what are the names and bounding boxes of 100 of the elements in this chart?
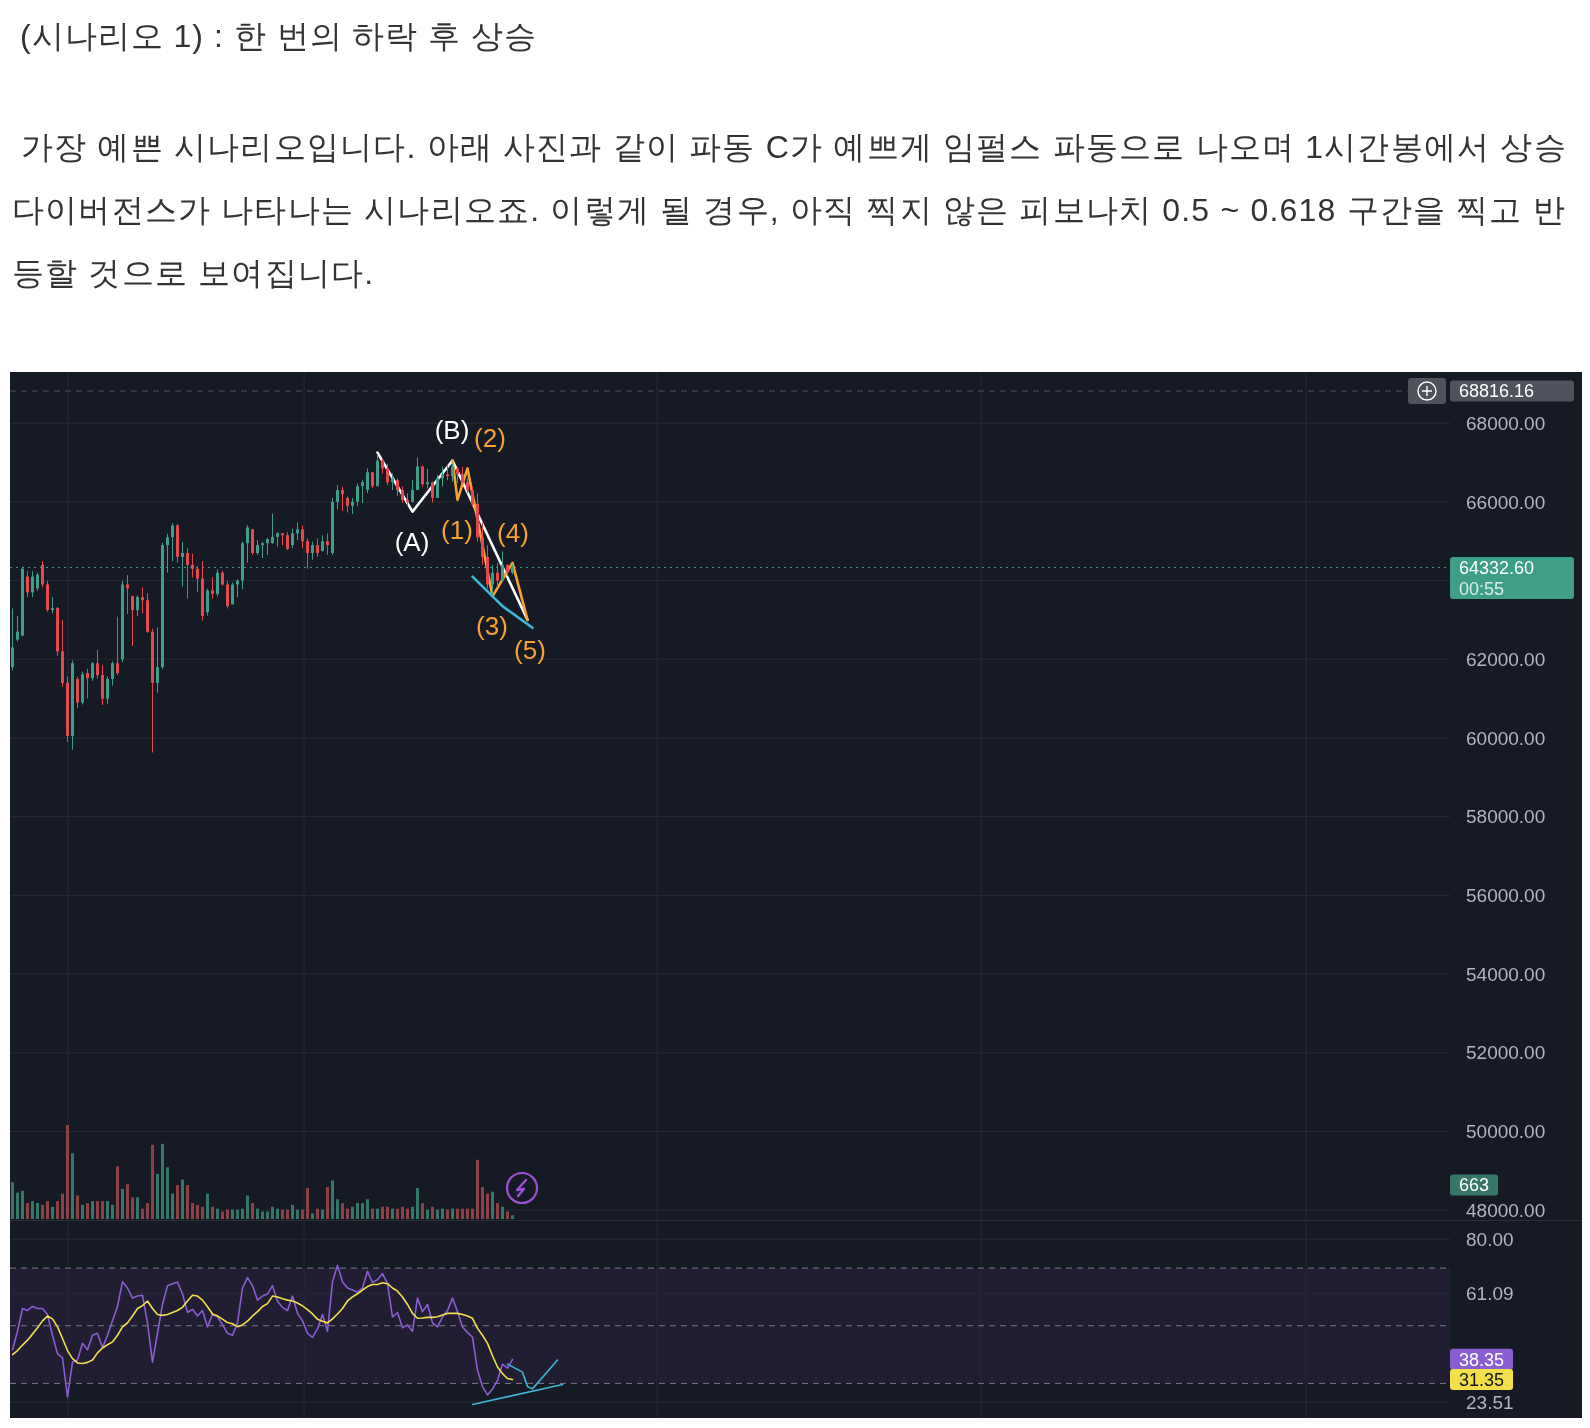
bar [141, 1208, 144, 1219]
bar [436, 1209, 439, 1219]
bar [341, 1203, 344, 1219]
chart-title: (시나리오 1) : 한 번의 하락 후 상승 [20, 17, 538, 56]
candlestick [31, 570, 34, 598]
candlestick [496, 562, 499, 588]
bar [86, 1203, 89, 1219]
candlestick [96, 649, 99, 680]
bar [131, 1197, 134, 1219]
bar [271, 1206, 274, 1219]
bar [316, 1208, 319, 1219]
bar [216, 1208, 219, 1219]
bar [11, 1182, 14, 1219]
annotation: (3) [476, 611, 508, 641]
bar [431, 1206, 434, 1219]
bar [116, 1166, 119, 1219]
bar [401, 1206, 404, 1219]
bar [51, 1206, 54, 1219]
bar [176, 1185, 179, 1219]
candlestick [341, 486, 344, 512]
candlestick [196, 565, 199, 593]
bar [346, 1208, 349, 1219]
candlestick [306, 537, 309, 570]
annotation: (1) [441, 515, 473, 545]
candlestick [11, 608, 14, 671]
annotation: (4) [497, 518, 529, 548]
bar [106, 1201, 109, 1219]
candlestick [111, 660, 114, 687]
candlestick [171, 522, 174, 562]
candlestick [76, 676, 79, 709]
bar [416, 1187, 419, 1219]
candlestick [211, 576, 214, 600]
bar [121, 1188, 124, 1219]
bar [491, 1191, 494, 1219]
bar [21, 1190, 24, 1219]
bar [96, 1201, 99, 1219]
bar [156, 1173, 159, 1219]
bar [281, 1209, 284, 1219]
bar [101, 1201, 104, 1219]
bar [511, 1215, 514, 1219]
bar [331, 1180, 334, 1219]
y-tick-label: 54000.00 [1466, 963, 1546, 985]
candlestick [301, 524, 304, 549]
ref-line-label: 68816.16 [1459, 381, 1535, 402]
candlestick [41, 560, 44, 588]
text: 38.35 [1459, 1349, 1505, 1370]
y-tick-label: 56000.00 [1466, 885, 1546, 907]
y-tick-label: 23.51 [1466, 1391, 1514, 1413]
candlestick [356, 482, 359, 507]
bar [31, 1201, 34, 1219]
candlestick [216, 569, 219, 597]
ref-line-label: 64332.60 [1459, 557, 1535, 578]
bar [231, 1209, 234, 1219]
bar [36, 1203, 39, 1219]
bar [91, 1201, 94, 1219]
y-tick-label: 68000.00 [1466, 412, 1546, 434]
bar [41, 1204, 44, 1219]
candlestick [206, 588, 209, 617]
bar [371, 1208, 374, 1219]
bar [181, 1179, 184, 1219]
bar [366, 1199, 369, 1219]
text: 663 [1459, 1175, 1490, 1196]
y-tick-label: 52000.00 [1466, 1042, 1546, 1064]
bar [246, 1195, 249, 1219]
candlestick [271, 513, 274, 545]
bar [361, 1203, 364, 1219]
bar [356, 1203, 359, 1219]
bar [191, 1203, 194, 1219]
bar [311, 1213, 314, 1219]
bar [336, 1199, 339, 1219]
y-tick-label: 50000.00 [1466, 1121, 1546, 1143]
bar [296, 1209, 299, 1219]
bar [451, 1208, 454, 1219]
candlestick [471, 486, 474, 507]
bar [446, 1209, 449, 1219]
candlestick [131, 595, 134, 647]
bar [396, 1208, 399, 1219]
candlestick [326, 532, 329, 556]
candlestick [411, 479, 414, 504]
candlestick [191, 553, 194, 578]
bar [321, 1209, 324, 1219]
bar [251, 1203, 254, 1219]
bar [456, 1208, 459, 1219]
y-tick-label: 58000.00 [1466, 806, 1546, 828]
candlestick [156, 626, 159, 694]
bar [286, 1209, 289, 1219]
bar [466, 1208, 469, 1219]
bar [481, 1187, 484, 1219]
candlestick [416, 456, 419, 491]
bar [306, 1187, 309, 1219]
bar [76, 1195, 79, 1219]
bar [266, 1211, 269, 1219]
candlestick [251, 528, 254, 556]
bar [16, 1192, 19, 1219]
candlestick [311, 541, 314, 561]
bar [486, 1193, 489, 1219]
bar [351, 1206, 354, 1219]
candlestick [501, 550, 504, 582]
candlestick [291, 528, 294, 549]
bar [411, 1206, 414, 1219]
